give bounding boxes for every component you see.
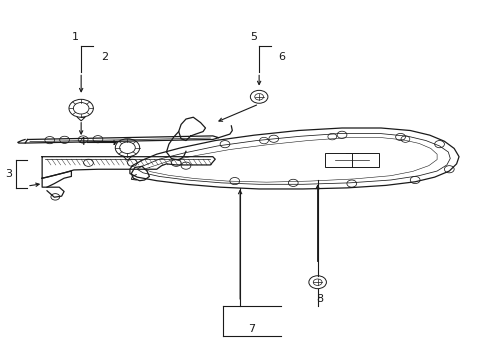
Text: 5: 5 — [249, 32, 256, 42]
Bar — [325, 153, 378, 167]
Text: 6: 6 — [278, 52, 285, 62]
Text: 1: 1 — [72, 32, 79, 42]
Text: 4: 4 — [79, 137, 86, 147]
Text: 3: 3 — [5, 169, 12, 179]
Text: 8: 8 — [316, 294, 323, 304]
Text: 2: 2 — [101, 52, 107, 62]
Text: 7: 7 — [248, 324, 255, 334]
